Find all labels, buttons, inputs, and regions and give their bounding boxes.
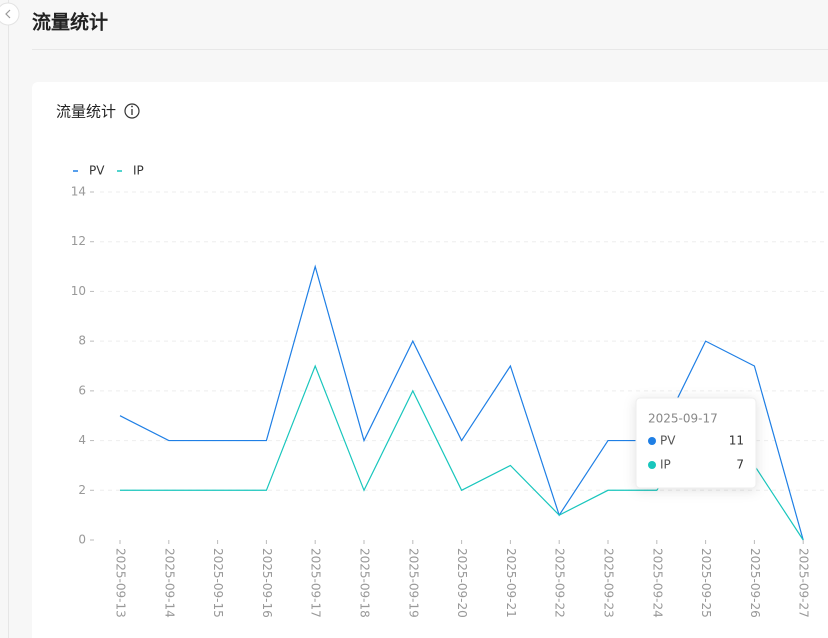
x-tick-label: 2025-09-25 — [699, 548, 713, 618]
x-tick-label: 2025-09-26 — [748, 548, 762, 618]
x-tick-label: 2025-09-17 — [309, 548, 323, 618]
x-tick-label: 2025-09-19 — [406, 548, 420, 618]
x-tick-label: 2025-09-21 — [504, 548, 518, 618]
y-tick-label: 4 — [78, 433, 86, 447]
page-title: 流量统计 — [32, 11, 108, 34]
series-line — [119, 264, 804, 541]
x-tick-label: 2025-09-24 — [650, 548, 664, 618]
y-tick-label: 8 — [78, 334, 86, 348]
x-tick-label: 2025-09-15 — [211, 548, 225, 618]
tooltip-dot — [648, 437, 656, 445]
y-tick-label: 10 — [71, 284, 86, 298]
legend-label: IP — [133, 164, 144, 178]
x-tick-label: 2025-09-18 — [358, 548, 372, 618]
x-tick-label: 2025-09-14 — [162, 548, 176, 618]
x-tick-label: 2025-09-20 — [455, 548, 469, 618]
collapse-icon — [5, 9, 11, 19]
tooltip-dot — [648, 461, 656, 469]
legend-label: PV — [89, 164, 105, 178]
tooltip-title: 2025-09-17 — [648, 412, 718, 426]
y-tick-label: 12 — [71, 234, 86, 248]
x-tick-label: 2025-09-27 — [797, 548, 811, 618]
x-tick-label: 2025-09-13 — [114, 548, 128, 618]
card-title: 流量统计 — [56, 103, 116, 121]
tooltip-value: 7 — [736, 458, 744, 472]
x-tick-label: 2025-09-16 — [260, 548, 274, 618]
x-tick-label: 2025-09-22 — [553, 548, 567, 618]
y-tick-label: 6 — [78, 383, 86, 397]
card — [32, 82, 828, 638]
info-icon-dot — [131, 105, 133, 108]
info-icon[interactable] — [124, 103, 140, 119]
collapse-button[interactable] — [0, 2, 20, 26]
tooltip: 2025-09-17 PV 11 IP 7 — [635, 397, 757, 489]
y-tick-label: 14 — [71, 185, 86, 199]
tooltip-box — [635, 397, 757, 489]
tooltip-value: 11 — [729, 434, 744, 448]
tooltip-name: IP — [660, 458, 671, 472]
chart: 0 2 4 6 8 10 12 14 2025-09-13 2025-09-14 2025-09-1… — [71, 164, 828, 618]
tooltip-name: PV — [660, 434, 676, 448]
y-tick-label: 2 — [78, 483, 86, 497]
x-tick-label: 2025-09-23 — [602, 548, 616, 618]
y-tick-label: 0 — [78, 533, 86, 547]
